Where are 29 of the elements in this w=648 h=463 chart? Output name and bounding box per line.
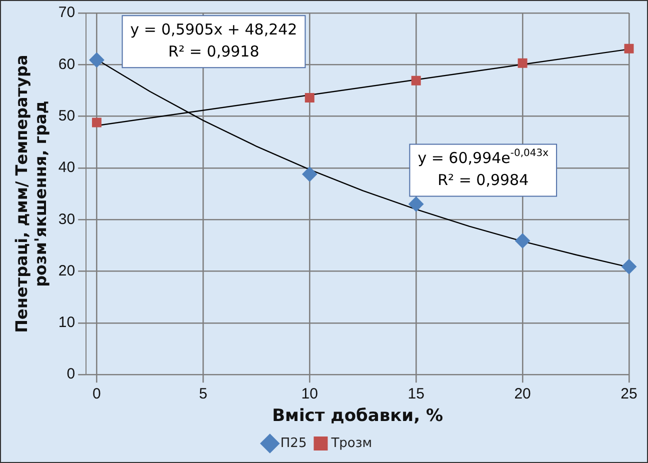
y-tick-label: 20 <box>58 262 76 280</box>
y-tick-label: 60 <box>58 56 76 73</box>
legend-label: Трозм <box>330 436 372 451</box>
point <box>515 233 530 248</box>
y-tick-label: 0 <box>66 366 76 383</box>
annotation: y = 0,5905x + 48,242 R² = 0,9918 <box>130 20 298 60</box>
x-tick-label: 15 <box>408 386 424 403</box>
point <box>411 76 421 86</box>
point <box>624 44 634 54</box>
x-tick-label: 10 <box>301 386 318 403</box>
x-tick-label: 0 <box>92 386 101 403</box>
x-tick-label: 25 <box>620 386 638 403</box>
x-tick-label: 5 <box>199 386 208 403</box>
point <box>408 196 424 212</box>
x-axis-title: Вміст добавки, % <box>272 406 443 426</box>
y-tick-label: 50 <box>58 107 76 124</box>
point <box>302 166 318 182</box>
point <box>518 58 528 68</box>
y-tick-label: 70 <box>58 4 76 22</box>
legend-label: П25 <box>280 436 307 451</box>
x-tick-label: 20 <box>514 386 531 403</box>
y-axis-title: Пенетраці, дмм/ Температура розм'якшення, град <box>12 54 50 333</box>
y-tick-label: 30 <box>58 210 76 228</box>
point <box>89 52 104 68</box>
point <box>304 92 314 102</box>
point <box>92 118 102 128</box>
y-tick-label: 40 <box>58 159 76 176</box>
point <box>622 259 636 274</box>
y-tick-label: 10 <box>58 314 76 332</box>
